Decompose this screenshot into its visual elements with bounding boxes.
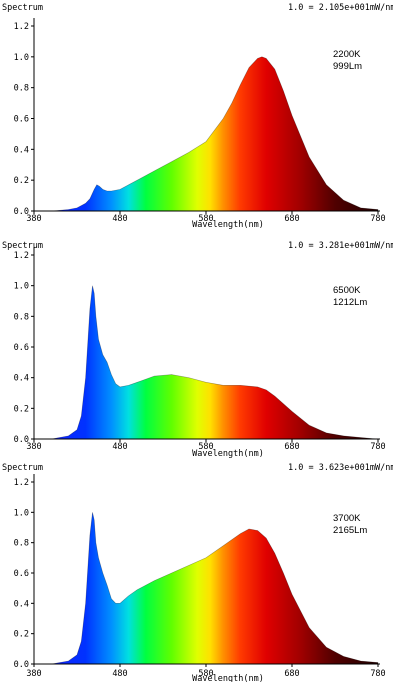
x-tick-label: 780 <box>370 214 385 224</box>
y-tick-label: 1.2 <box>14 478 29 488</box>
lumen-label: 999Lm <box>333 61 362 72</box>
y-tick-label: 0.6 <box>14 569 29 579</box>
y-tick-label: 0.6 <box>14 115 29 125</box>
x-tick-label: 780 <box>370 669 385 679</box>
lumen-label: 2165Lm <box>333 525 367 536</box>
y-tick-label: 0.2 <box>14 630 29 640</box>
x-tick-label: 480 <box>112 214 127 224</box>
spectrum-area <box>34 285 378 439</box>
x-tick-label: 380 <box>26 442 41 452</box>
x-axis-label: Wavelength(nm) <box>192 449 264 458</box>
scale-note: 1.0 = 2.105e+001mW/nm <box>288 3 393 13</box>
x-tick-label: 580 <box>198 442 213 452</box>
y-tick-label: 1.0 <box>14 508 29 518</box>
spectrum-chart: Spectrum 1.0 = 2.105e+001mW/nm 0.0 0.2 0.4… <box>2 3 393 229</box>
spectrum-line <box>34 512 379 665</box>
spectrum-line <box>34 56 379 212</box>
spectrum-panel-6500k: Spectrum 1.0 = 3.281e+001mW/nm 0.0 0.2 0.4… <box>0 229 393 458</box>
y-tick-label: 0.8 <box>14 84 29 94</box>
x-tick-label: 480 <box>112 669 127 679</box>
x-tick-label: 480 <box>112 442 127 452</box>
y-tick-label: 0.8 <box>14 539 29 549</box>
y-tick-label: 0.0 <box>14 660 29 670</box>
y-tick-label: 0.6 <box>14 343 29 353</box>
x-axis-label: Wavelength(nm) <box>192 674 264 682</box>
y-tick-label: 0.0 <box>14 435 29 445</box>
spectrum-area <box>34 512 378 664</box>
cct-label: 6500K <box>333 285 361 296</box>
y-tick-label: 0.4 <box>14 145 29 155</box>
x-tick-label: 680 <box>284 214 299 224</box>
x-axis-label: Wavelength(nm) <box>192 220 264 229</box>
x-tick-label: 680 <box>284 442 299 452</box>
scale-note: 1.0 = 3.281e+001mW/nm <box>288 241 393 251</box>
x-tick-label: 380 <box>26 669 41 679</box>
lumen-label: 1212Lm <box>333 297 367 308</box>
spectrum-area <box>34 56 378 211</box>
spectrum-chart: Spectrum 1.0 = 3.623e+001mW/nm 0.0 0.2 0.4… <box>2 463 393 682</box>
x-tick-label: 380 <box>26 214 41 224</box>
cct-label: 2200K <box>333 49 361 60</box>
spectrum-panel-2200k: Spectrum 1.0 = 2.105e+001mW/nm 0.0 0.2 0.4… <box>0 0 393 229</box>
y-tick-label: 1.0 <box>14 53 29 63</box>
x-tick-label: 780 <box>370 442 385 452</box>
y-tick-label: 0.4 <box>14 599 29 609</box>
y-tick-label: 1.2 <box>14 22 29 32</box>
y-tick-label: 0.2 <box>14 404 29 414</box>
chart-title: Spectrum <box>2 463 43 473</box>
spectrum-panel-3700k: Spectrum 1.0 = 3.623e+001mW/nm 0.0 0.2 0.4… <box>0 458 393 682</box>
x-tick-label: 580 <box>198 214 213 224</box>
chart-title: Spectrum <box>2 3 43 13</box>
scale-note: 1.0 = 3.623e+001mW/nm <box>288 463 393 473</box>
x-tick-label: 580 <box>198 669 213 679</box>
spectrum-chart: Spectrum 1.0 = 3.281e+001mW/nm 0.0 0.2 0.4… <box>2 241 393 458</box>
x-tick-label: 680 <box>284 669 299 679</box>
y-tick-label: 0.4 <box>14 374 29 384</box>
y-tick-label: 0.8 <box>14 312 29 322</box>
cct-label: 3700K <box>333 513 361 524</box>
y-tick-label: 1.2 <box>14 251 29 261</box>
chart-title: Spectrum <box>2 241 43 251</box>
spectrum-line <box>34 285 379 440</box>
y-tick-label: 0.0 <box>14 207 29 217</box>
y-tick-label: 0.2 <box>14 176 29 186</box>
y-tick-label: 1.0 <box>14 282 29 292</box>
